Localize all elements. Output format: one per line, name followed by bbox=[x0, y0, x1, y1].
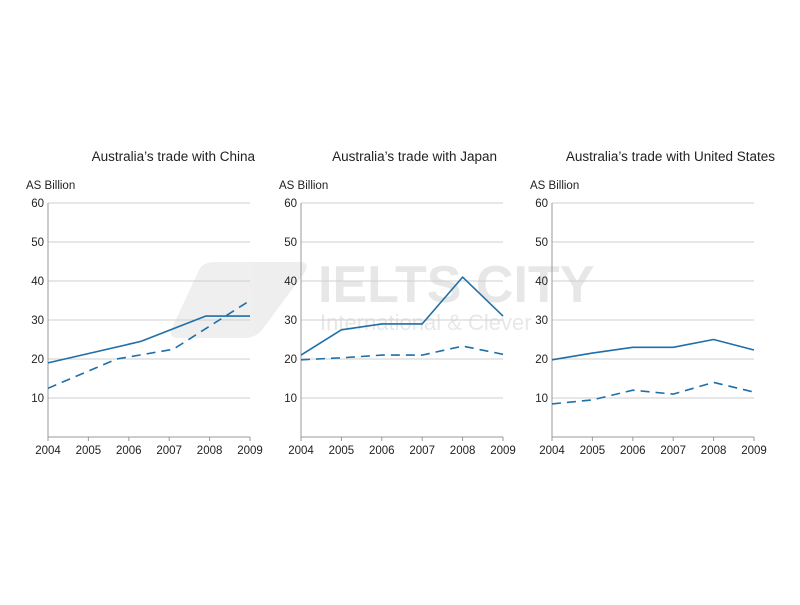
x-tick-label: 2009 bbox=[490, 445, 516, 457]
x-tick-label: 2006 bbox=[369, 445, 395, 457]
series-line-dashed bbox=[300, 345, 504, 361]
x-tick-label: 2006 bbox=[116, 445, 142, 457]
y-tick-label: 30 bbox=[31, 315, 44, 327]
series-line-solid bbox=[551, 338, 755, 361]
y-tick-label: 10 bbox=[284, 393, 297, 405]
chart-layer: Australia’s trade with China AS Billion 10… bbox=[26, 149, 775, 457]
chart-panel-3: Australia’s trade with United States AS B… bbox=[530, 149, 775, 457]
x-tick-label: 2008 bbox=[197, 445, 223, 457]
y-tick-label: 40 bbox=[284, 276, 297, 288]
y-tick-label: 50 bbox=[535, 237, 548, 249]
x-tick-label: 2008 bbox=[450, 445, 476, 457]
series-line-solid bbox=[300, 276, 504, 356]
x-tick-label: 2004 bbox=[539, 445, 565, 457]
chart-title: Australia’s trade with Japan bbox=[332, 149, 497, 164]
y-tick-label: 10 bbox=[31, 393, 44, 405]
y-tick-label: 20 bbox=[535, 354, 548, 366]
y-tick-label: 30 bbox=[535, 315, 548, 327]
x-tick-label: 2004 bbox=[288, 445, 314, 457]
y-axis-label: AS Billion bbox=[530, 180, 579, 192]
chart-title: Australia’s trade with United States bbox=[566, 149, 775, 164]
x-tick-label: 2007 bbox=[156, 445, 182, 457]
x-tick-label: 2005 bbox=[329, 445, 355, 457]
x-tick-label: 2009 bbox=[237, 445, 263, 457]
y-tick-label: 20 bbox=[31, 354, 44, 366]
x-tick-label: 2007 bbox=[660, 445, 686, 457]
y-tick-label: 30 bbox=[284, 315, 297, 327]
y-tick-label: 60 bbox=[535, 198, 548, 210]
y-tick-label: 60 bbox=[284, 198, 297, 210]
x-tick-label: 2004 bbox=[35, 445, 61, 457]
y-tick-label: 40 bbox=[535, 276, 548, 288]
y-tick-label: 50 bbox=[284, 237, 297, 249]
watermark: IELTS CITY International & Clever bbox=[170, 256, 594, 338]
x-tick-label: 2008 bbox=[701, 445, 727, 457]
watermark-tagline: International & Clever bbox=[320, 310, 532, 335]
x-tick-label: 2007 bbox=[409, 445, 435, 457]
x-tick-label: 2009 bbox=[741, 445, 767, 457]
series-line-dashed bbox=[47, 299, 251, 390]
y-axis-label: AS Billion bbox=[279, 180, 328, 192]
y-tick-label: 50 bbox=[31, 237, 44, 249]
y-tick-label: 10 bbox=[535, 393, 548, 405]
x-tick-label: 2006 bbox=[620, 445, 646, 457]
series-line-solid bbox=[47, 315, 250, 364]
x-tick-label: 2005 bbox=[580, 445, 606, 457]
y-axis-label: AS Billion bbox=[26, 180, 75, 192]
chart-title: Australia’s trade with China bbox=[92, 149, 256, 164]
y-tick-label: 60 bbox=[31, 198, 44, 210]
y-tick-label: 40 bbox=[31, 276, 44, 288]
series-line-dashed bbox=[551, 381, 755, 405]
chart-panel-1: Australia’s trade with China AS Billion 10… bbox=[26, 149, 263, 457]
y-tick-label: 20 bbox=[284, 354, 297, 366]
x-tick-label: 2005 bbox=[76, 445, 102, 457]
chart-panel-2: Australia’s trade with Japan AS Billion 10… bbox=[279, 149, 516, 457]
